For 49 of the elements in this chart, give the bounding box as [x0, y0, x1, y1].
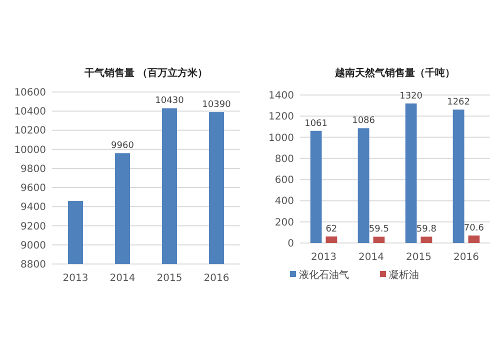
data-label: 10430	[155, 96, 184, 106]
data-label: 1320	[400, 91, 423, 102]
y-tick-label: 10400	[14, 106, 46, 118]
y-tick-label: 400	[274, 196, 294, 208]
bar	[468, 236, 480, 243]
y-tick-label: 8800	[20, 260, 46, 270]
data-label: 1061	[304, 118, 328, 129]
bar	[405, 103, 417, 243]
bar	[373, 236, 385, 243]
data-label: 70.6	[464, 224, 484, 234]
y-tick-label: 1200	[268, 112, 294, 123]
y-tick-label: 1400	[268, 90, 294, 102]
data-label: 1262	[447, 98, 470, 108]
data-label: 59.8	[416, 224, 437, 235]
data-label: 9960	[111, 141, 134, 152]
y-tick-label: 200	[274, 217, 294, 228]
y-tick-label: 9000	[20, 240, 46, 252]
data-label: 62	[326, 224, 338, 234]
y-tick-label: 0	[288, 238, 294, 250]
x-tick-label: 2014	[358, 252, 384, 263]
y-tick-label: 9600	[20, 183, 46, 194]
y-tick-label: 10200	[14, 126, 46, 137]
y-tick-label: 1000	[268, 132, 294, 144]
chart-title: 越南天然气销售量（千吨）	[334, 67, 455, 79]
x-tick-label: 2015	[406, 252, 432, 263]
x-tick-label: 2016	[454, 252, 479, 263]
bar	[452, 110, 464, 243]
bar	[326, 236, 338, 243]
y-tick-label: 9800	[20, 164, 46, 175]
data-label: 1086	[352, 116, 376, 126]
x-tick-label: 2015	[156, 273, 182, 284]
x-tick-label: 2013	[311, 252, 336, 263]
y-tick-label: 800	[274, 154, 294, 165]
x-tick-label: 2016	[204, 273, 230, 284]
bar	[358, 128, 370, 243]
y-tick-label: 9400	[20, 202, 46, 214]
bar	[310, 130, 322, 243]
x-tick-label: 2014	[110, 273, 136, 284]
y-tick-label: 600	[274, 175, 294, 186]
data-label: 10390	[202, 100, 232, 110]
y-tick-label: 9200	[20, 221, 46, 232]
y-tick-label: 10000	[14, 144, 46, 156]
y-tick-label: 10600	[14, 88, 46, 98]
legend-label: 液化石油气	[299, 269, 349, 281]
x-tick-label: 2013	[62, 273, 88, 284]
chart-title: 干气销售量 （百万立方米）	[83, 67, 208, 79]
legend-label: 凝析油	[389, 269, 419, 281]
bar	[420, 236, 432, 243]
data-label: 59.5	[368, 224, 389, 235]
